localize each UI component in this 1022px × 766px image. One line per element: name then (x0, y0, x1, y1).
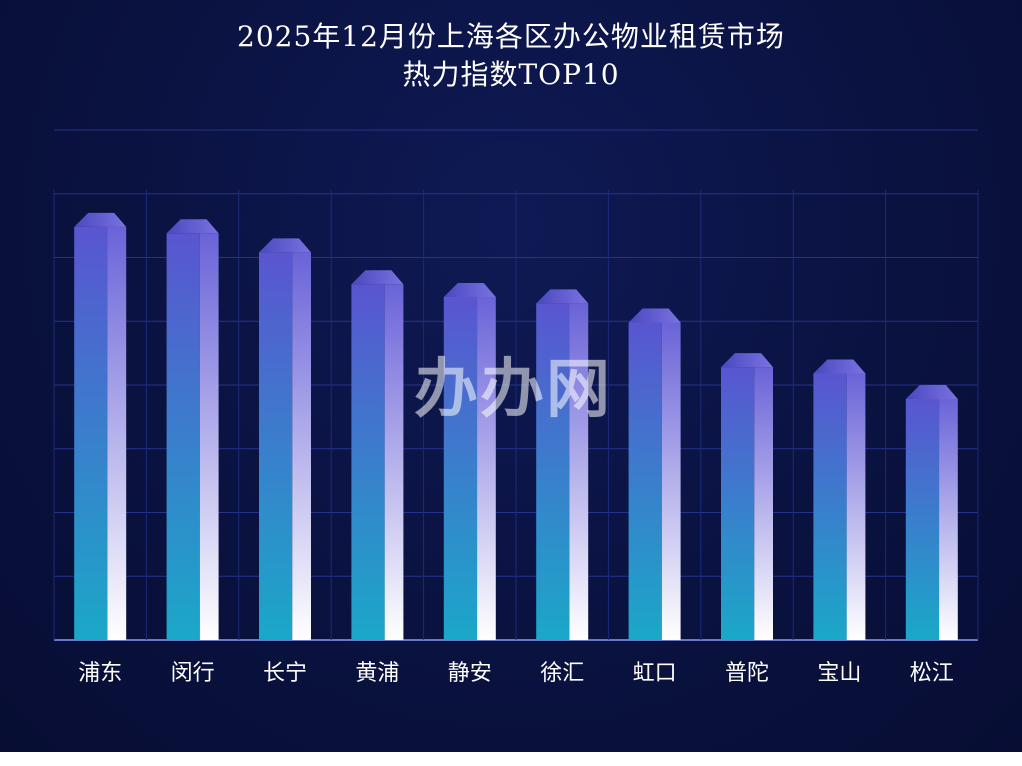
bar-cap (905, 385, 958, 399)
bar-长宁 (259, 238, 311, 640)
category-label: 长宁 (263, 661, 307, 686)
category-label: 虹口 (633, 661, 677, 686)
bar-front (259, 252, 293, 640)
bar-side (107, 226, 127, 640)
chart-subtitle: 热力指数TOP10 (402, 58, 620, 91)
category-labels: 浦东 闵行 长宁 黄浦 静安 徐汇 虹口 普陀 宝山 松江 (78, 661, 954, 686)
bar-cap (443, 283, 496, 297)
category-label: 静安 (448, 661, 492, 686)
bar-side (569, 303, 589, 640)
bar-cap (536, 289, 589, 304)
bar-浦东 (74, 212, 127, 640)
bar-front (536, 303, 570, 640)
bar-松江 (905, 385, 958, 640)
bar-cap (721, 353, 773, 368)
category-label: 徐汇 (540, 661, 584, 686)
bar-front (443, 297, 478, 640)
bar-cap (74, 212, 127, 227)
category-label: 松江 (910, 661, 954, 686)
bar-cap (628, 308, 681, 323)
bar-front (721, 367, 755, 640)
bar-side (939, 399, 958, 640)
category-label: 宝山 (817, 661, 861, 686)
bar-side (846, 373, 866, 640)
bar-side (661, 322, 681, 640)
category-label: 黄浦 (355, 661, 399, 686)
bar-静安 (443, 283, 496, 640)
chart-title-block: 2025年12月份上海各区办公物业租赁市场 热力指数TOP10 (0, 18, 1022, 94)
bar-宝山 (813, 359, 866, 640)
bar-front (813, 373, 847, 640)
bar-cap (813, 359, 866, 374)
bar-side (754, 367, 773, 640)
bar-side (199, 233, 219, 640)
category-label: 浦东 (78, 661, 122, 686)
chart-title: 2025年12月份上海各区办公物业租赁市场 (237, 20, 785, 53)
bar-front (351, 284, 385, 640)
bar-side (384, 284, 404, 640)
bar-徐汇 (536, 289, 589, 640)
bar-cap (166, 219, 219, 234)
bar-虹口 (628, 308, 681, 640)
bar-side (292, 252, 311, 640)
bar-front (905, 399, 940, 640)
bar-cap (259, 238, 311, 253)
bars (74, 212, 958, 640)
category-label: 闵行 (171, 661, 215, 686)
bar-side (477, 297, 496, 640)
bar-cap (351, 270, 404, 285)
bar-普陀 (721, 353, 773, 640)
bar-黄浦 (351, 270, 404, 640)
bar-front (74, 226, 108, 640)
bar-front (166, 233, 200, 640)
bar-front (628, 322, 662, 640)
bar-闵行 (166, 219, 219, 640)
category-label: 普陀 (725, 661, 769, 686)
